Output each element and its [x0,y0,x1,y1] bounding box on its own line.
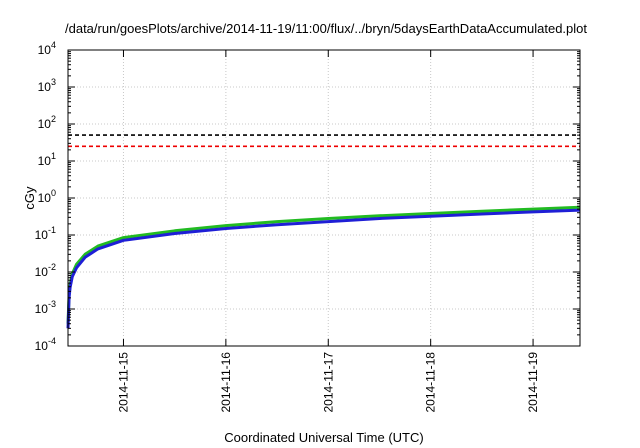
y-tick-label: 10-1 [35,225,56,242]
series-line [66,208,581,329]
y-tick-label: 10-2 [35,262,56,279]
series-group [66,134,581,329]
x-tick-label: 2014-11-16 [219,352,233,413]
x-axis-label: Coordinated Universal Time (UTC) [224,430,423,445]
series-line [66,205,581,324]
x-tick-label: 2014-11-15 [116,352,130,413]
y-tick-label: 10-4 [35,336,56,353]
ticks [68,49,580,347]
y-tick-label: 10-3 [35,299,56,316]
x-tick-labels: 2014-11-15 2014-11-16 2014-11-17 2014-11-18… [116,352,540,413]
y-tick-label: 104 [38,40,56,57]
y-tick-label: 101 [38,151,56,168]
gridlines [68,50,580,346]
y-tick-label: 103 [38,77,56,94]
chart-title: /data/run/goesPlots/archive/2014-11-19/1… [65,21,587,36]
y-tick-label: 102 [38,114,56,131]
y-tick-label: 100 [38,188,56,205]
x-tick-label: 2014-11-17 [321,352,335,413]
x-tick-label: 2014-11-19 [526,352,540,413]
y-tick-labels: 10-4 10-3 10-2 10-1 100 101 102 103 104 [35,40,56,353]
y-axis-label: cGy [22,186,37,210]
x-tick-label: 2014-11-18 [424,352,438,413]
